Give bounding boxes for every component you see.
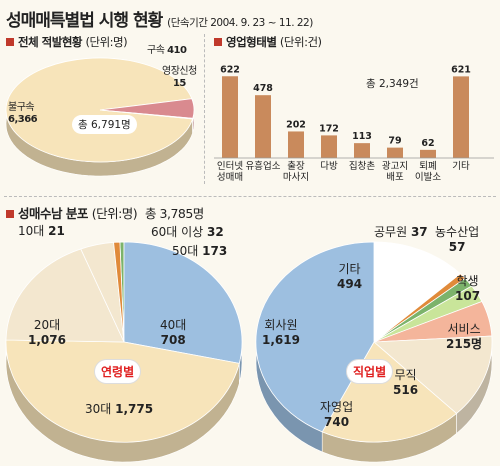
pie-chart-total: [5, 57, 195, 177]
pie-chart-job: [255, 241, 493, 463]
bar-category-label: 성매매: [217, 172, 243, 183]
section-marker-icon: [6, 210, 14, 218]
pie3-label-60대: 60대 이상 32: [151, 225, 224, 239]
pie3-label-40대: 40대 708: [160, 318, 187, 347]
section-heading-total: 전체 적발현황 (단위:명): [6, 34, 128, 50]
pie-chart-age: [5, 241, 243, 463]
slice-30대: [5, 339, 240, 443]
bar-category-label: 마사지: [283, 172, 309, 183]
section-marker-icon: [214, 38, 222, 46]
bar-category-label: 출장: [287, 161, 305, 172]
section-title: 영업형태별: [226, 35, 277, 49]
section-title: 성매수남 분포: [18, 206, 88, 221]
bar-다방: [321, 135, 337, 158]
bar-category-label: 이발소: [415, 172, 441, 183]
bar-value-label: 113: [352, 131, 372, 142]
pie4-center-label: 직업별: [346, 359, 394, 384]
pie3-label-20대: 20대 1,076: [28, 318, 66, 347]
slice-60대 이상: [113, 241, 125, 343]
bar-기타: [453, 76, 469, 158]
slice-무직: [372, 335, 493, 415]
section-unit: (단위:명): [91, 206, 138, 221]
pie1-label-영장신청: 영장신청 15: [162, 66, 197, 89]
pie3-label-10대: 10대 21: [18, 224, 65, 238]
slice-자영업: [321, 341, 458, 443]
pie3-label-50대: 50대 173: [172, 244, 228, 258]
section-unit: (단위:명): [85, 35, 128, 49]
bar-value-label: 621: [451, 64, 471, 75]
pie4-label-자영업: 자영업 740: [320, 400, 354, 429]
divider: [204, 34, 205, 184]
slice-불구속: [5, 57, 194, 163]
section-heading-buyers: 성매수남 분포 (단위:명) 총 3,785명: [6, 203, 204, 222]
bar-category-label: 유흥업소: [246, 160, 281, 172]
bar-광고지 배포: [387, 147, 403, 158]
pie1-label-구속: 구속 410: [147, 45, 187, 56]
bar-category-label: 인터넷: [217, 161, 243, 172]
bar-퇴폐 이발소: [420, 149, 436, 158]
bar-category-label: 퇴폐: [419, 160, 436, 172]
bar-value-label: 478: [253, 83, 273, 94]
title-period: (단속기간 2004. 9. 23 ~ 11. 22): [167, 17, 313, 29]
pie4-label-서비스: 서비스 215명: [446, 322, 483, 351]
bar-value-label: 172: [319, 123, 339, 134]
page-title: 성매매특별법 시행 현황 (단속기간 2004. 9. 23 ~ 11. 22): [6, 6, 313, 31]
pie4-label-회사원: 회사원 1,619: [262, 318, 300, 347]
pie4-label-무직: 무직 516: [393, 368, 419, 397]
bar-category-label: 기타: [452, 161, 470, 172]
bar-category-label: 집창촌: [349, 160, 375, 172]
bar-category-label: 배포: [386, 172, 404, 183]
slice-회사원: [255, 241, 375, 433]
pie1-label-불구속: 불구속 6,366: [8, 102, 38, 125]
bar-집창촌: [354, 143, 370, 158]
pie3-label-30대: 30대 1,775: [85, 402, 154, 416]
pie3-center-label: 연령별: [94, 359, 142, 384]
bar-인터넷 성매매: [222, 76, 238, 158]
bar-유흥업소: [255, 95, 271, 158]
bar-출장 마사지: [288, 131, 304, 158]
slice-40대: [5, 248, 125, 343]
bar-value-label: 202: [286, 119, 306, 130]
bar-category-label: 다방: [320, 161, 338, 172]
pie4-label-학생: 학생 107: [455, 274, 481, 303]
slice-20대: [123, 241, 243, 364]
section-unit: (단위:건): [279, 35, 322, 49]
bar-category-label: 광고지: [382, 160, 408, 172]
pie4-label-공무원: 공무원 37: [374, 225, 428, 239]
section-title: 전체 적발현황: [18, 35, 82, 49]
bar-value-label: 62: [421, 138, 434, 149]
pie4-label-기타: 기타 494: [337, 262, 363, 291]
bar-value-label: 622: [220, 64, 240, 75]
title-text: 성매매특별법 시행 현황: [6, 11, 163, 31]
slice-영장신청: [99, 109, 194, 120]
pie1-center-label: 총 6,791명: [72, 115, 137, 134]
bar-total-label: 총 2,349건: [366, 78, 419, 90]
bar-value-label: 79: [388, 136, 401, 147]
section-marker-icon: [6, 38, 14, 46]
divider: [4, 196, 496, 197]
section-total: 총 3,785명: [145, 206, 204, 221]
section-heading-type: 영업형태별 (단위:건): [214, 34, 322, 50]
slice-기타: [373, 241, 461, 343]
pie4-label-농수산업: 농수산업 57: [435, 225, 480, 254]
